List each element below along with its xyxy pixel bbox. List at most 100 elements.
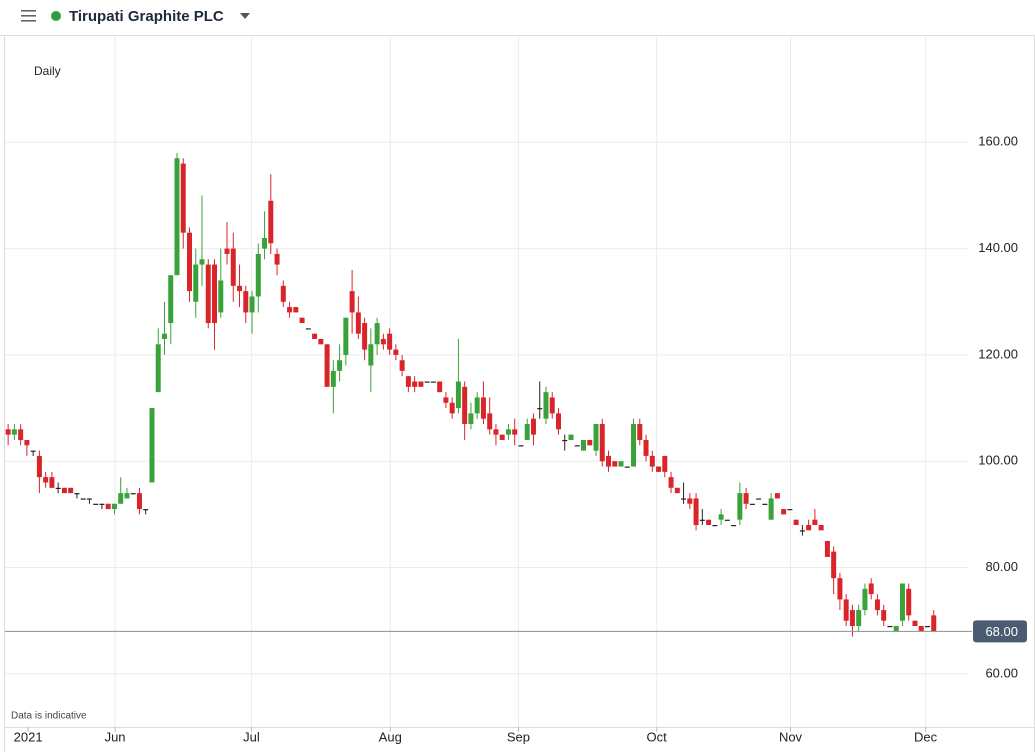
candle-body [68,487,74,494]
candle-body [212,264,218,324]
candle-body [824,540,830,557]
candle-body [155,344,161,393]
candle-body [61,487,67,494]
candle-body [30,450,36,452]
candle-body [643,439,649,456]
candle-body [349,291,355,313]
candle-body [831,551,837,579]
candle-body [186,232,192,292]
y-tick-label: 100.00 [978,453,1018,468]
candle-body [312,333,318,339]
candle-body [493,429,499,435]
candle-body [462,386,468,425]
candle-body [174,158,180,276]
candle-body [168,275,174,324]
x-tick-label: Jul [243,729,260,744]
candle-body [568,434,574,440]
candle-body [5,429,11,435]
candle-body [549,397,555,414]
candle-body [893,626,899,632]
y-tick-label: 120.00 [978,346,1018,361]
candle-body [237,285,243,292]
menu-bar [21,10,36,12]
candle-body [849,610,855,627]
candle-body [518,445,524,447]
candle-body [230,248,236,286]
candle-body [587,439,593,446]
candles [5,152,972,637]
candle-body [599,424,605,462]
candle-body [255,253,261,297]
candle-body [43,477,49,483]
menu-bar [21,20,36,22]
candle-body [193,264,199,302]
candle-body [612,461,618,467]
candle-body [856,610,862,627]
candle-body [412,381,418,387]
candle-body [18,429,24,440]
y-tick-label: 80.00 [985,559,1018,574]
candle-body [874,599,880,611]
candle-body [399,360,405,371]
candle-body [418,381,424,387]
dropdown-arrow[interactable] [240,13,250,19]
candle-body [99,503,105,505]
candle-body [118,493,124,504]
candle-body [868,583,874,595]
candle-body [593,424,599,451]
candle-body [505,429,511,435]
candle-body [806,525,812,531]
candle-body [130,493,136,495]
candle-body [424,381,430,383]
last-price-label: 68.00 [985,624,1018,639]
candle-body [443,397,449,403]
candle-body [293,307,299,313]
candle-body [343,317,349,355]
candle-body [887,626,893,628]
x-tick-label: Aug [379,729,402,744]
candle-body [74,493,80,495]
candle-body [93,503,99,505]
last-price-badge [973,620,1027,643]
candle-body [287,307,293,313]
candle-body [274,253,280,265]
candle-body [899,583,905,621]
candle-body [706,519,712,526]
candle-body [487,413,493,430]
menu-icon[interactable] [21,10,36,22]
candle-body [737,493,743,520]
candle-body [280,285,286,302]
candle-body [136,493,142,510]
x-tick-label: Oct [647,729,668,744]
instrument-name[interactable]: Tirupati Graphite PLC [69,8,224,25]
candle-body [756,498,762,500]
disclaimer: Data is indicative [11,711,87,722]
candle-body [362,323,368,350]
candle-body [881,610,887,621]
candle-body [731,525,737,527]
candle-body [624,466,630,468]
candle-body [393,349,399,355]
candle-body [837,578,843,600]
grid [5,36,968,732]
candle-body [581,439,587,451]
x-tick-label: Nov [779,729,803,744]
candle-body [530,418,536,435]
candle-body [249,296,255,313]
candle-body [931,615,937,632]
y-tick-label: 60.00 [985,665,1018,680]
candle-body [674,487,680,494]
candle-body [105,503,111,510]
candle-body [749,503,755,505]
candle-body [262,237,268,249]
candle-body [912,620,918,627]
candle-body [743,493,749,504]
candle-body [699,519,705,521]
candle-body [668,477,674,488]
candle-body [656,466,662,472]
candle-body [555,413,561,430]
candle-body [637,424,643,440]
x-tick-label: Jun [105,729,126,744]
candle-body [205,264,211,324]
